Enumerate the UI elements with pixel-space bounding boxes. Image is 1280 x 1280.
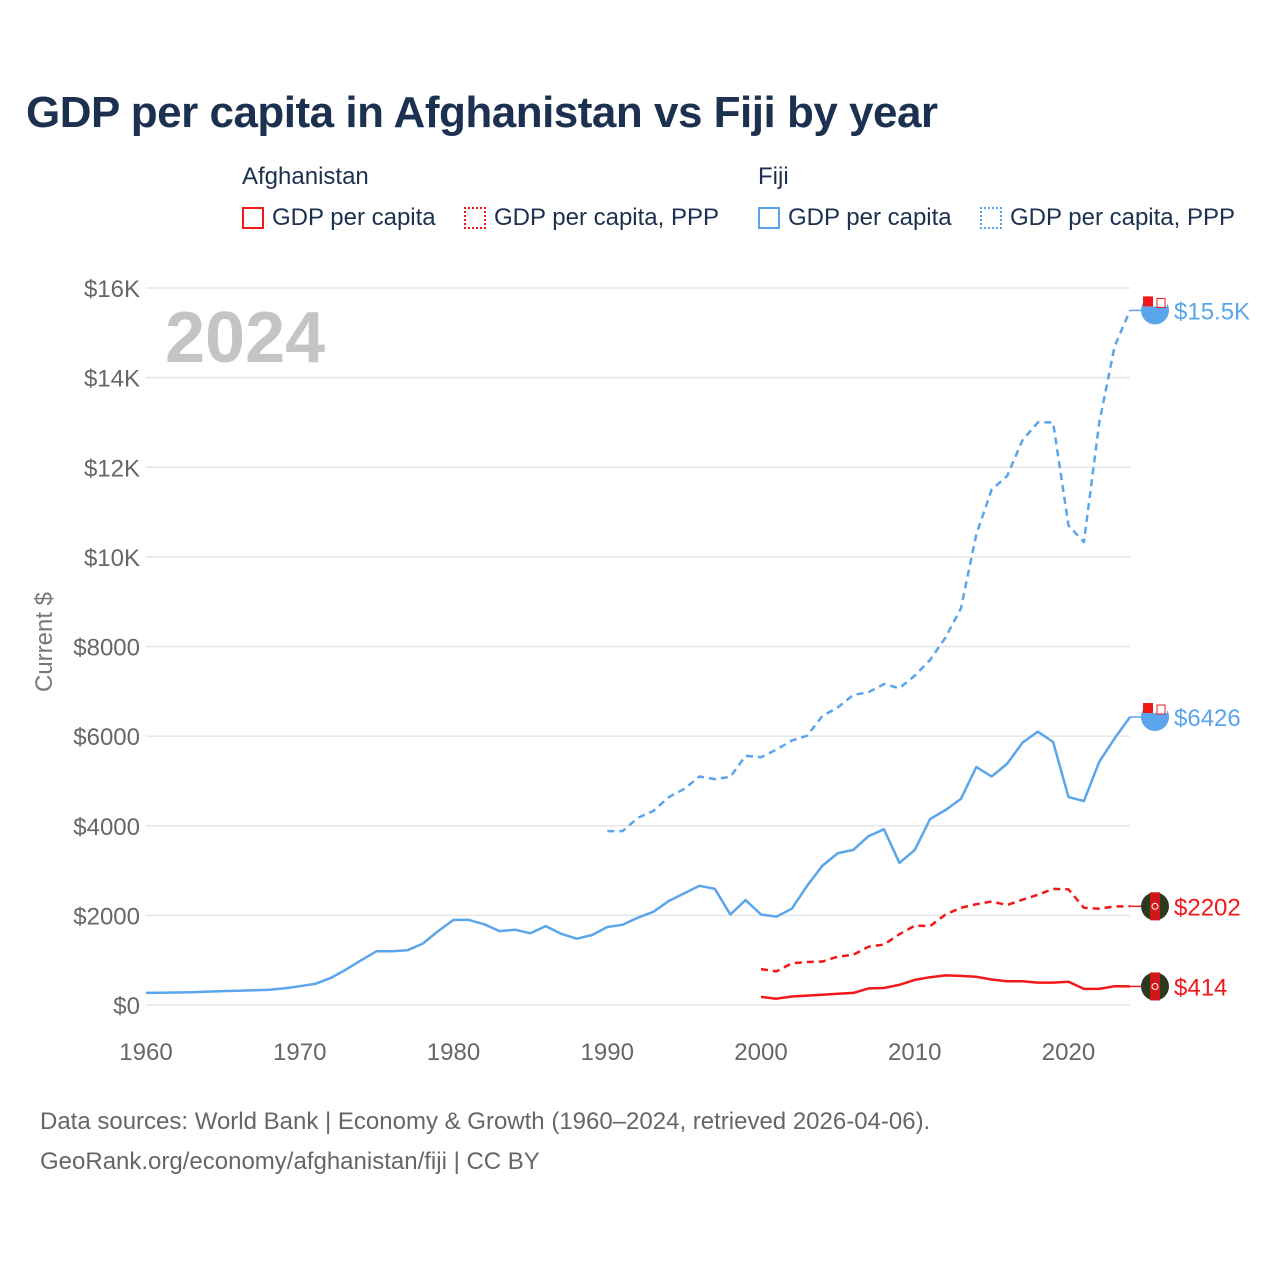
legend-label: GDP per capita [272, 204, 436, 231]
series-line-afghanistan-gdp-per-capita[interactable] [760, 974, 1131, 1000]
end-value-label: $2202 [1174, 894, 1241, 921]
x-tick-label: 2000 [734, 1039, 787, 1066]
y-tick-label: $10K [84, 545, 140, 572]
legend-label: GDP per capita, PPP [1010, 204, 1235, 231]
y-tick-label: $16K [84, 276, 140, 303]
series-line-afghanistan-gdp-per-capita-ppp[interactable] [760, 887, 1131, 973]
y-tick-label: $6000 [73, 724, 140, 751]
x-tick-label: 2010 [888, 1039, 941, 1066]
x-tick-label: 1960 [119, 1039, 172, 1066]
y-tick-label: $0 [113, 993, 140, 1020]
legend-swatch-dotted [464, 207, 486, 229]
legend-label: GDP per capita, PPP [494, 204, 719, 231]
end-value-label: $15.5K [1174, 298, 1250, 325]
y-tick-label: $12K [84, 455, 140, 482]
series-line-fiji-gdp-per-capita[interactable] [145, 716, 1132, 995]
legend-afghanistan-gdp[interactable]: GDP per capita [242, 204, 436, 232]
footer-link[interactable]: GeoRank.org/economy/afghanistan/fiji | C… [40, 1148, 540, 1175]
footer-sources: Data sources: World Bank | Economy & Gro… [40, 1108, 931, 1135]
y-tick-label: $4000 [73, 814, 140, 841]
fiji-flag-icon [1141, 703, 1169, 732]
legend-afghanistan-gdp-ppp[interactable]: GDP per capita, PPP [464, 204, 719, 232]
chart-title: GDP per capita in Afghanistan vs Fiji by… [26, 88, 938, 137]
x-tick-label: 1970 [273, 1039, 326, 1066]
end-value-label: $6426 [1174, 705, 1241, 732]
x-tick-label: 1980 [427, 1039, 480, 1066]
y-tick-label: $8000 [73, 635, 140, 662]
x-tick-label: 2020 [1042, 1039, 1095, 1066]
legend-label: GDP per capita [788, 204, 952, 231]
x-tick-label: 1990 [581, 1039, 634, 1066]
legend-fiji-gdp[interactable]: GDP per capita [758, 204, 952, 232]
afghanistan-flag-icon [1141, 892, 1169, 921]
legend-group-fiji: Fiji [758, 163, 789, 190]
legend-swatch-solid [242, 207, 264, 229]
afghanistan-flag-icon [1141, 972, 1169, 1001]
legend-swatch-dotted [980, 207, 1002, 229]
legend-swatch-solid [758, 207, 780, 229]
legend-fiji-gdp-ppp[interactable]: GDP per capita, PPP [980, 204, 1235, 232]
fiji-flag-icon [1141, 296, 1169, 325]
y-tick-label: $14K [84, 366, 140, 393]
end-value-label: $414 [1174, 974, 1227, 1001]
series-line-fiji-gdp-per-capita-ppp[interactable] [607, 309, 1132, 833]
y-tick-label: $2000 [73, 903, 140, 930]
y-axis-label: Current $ [31, 592, 58, 692]
year-watermark: 2024 [165, 298, 325, 378]
legend-group-afghanistan: Afghanistan [242, 163, 369, 190]
